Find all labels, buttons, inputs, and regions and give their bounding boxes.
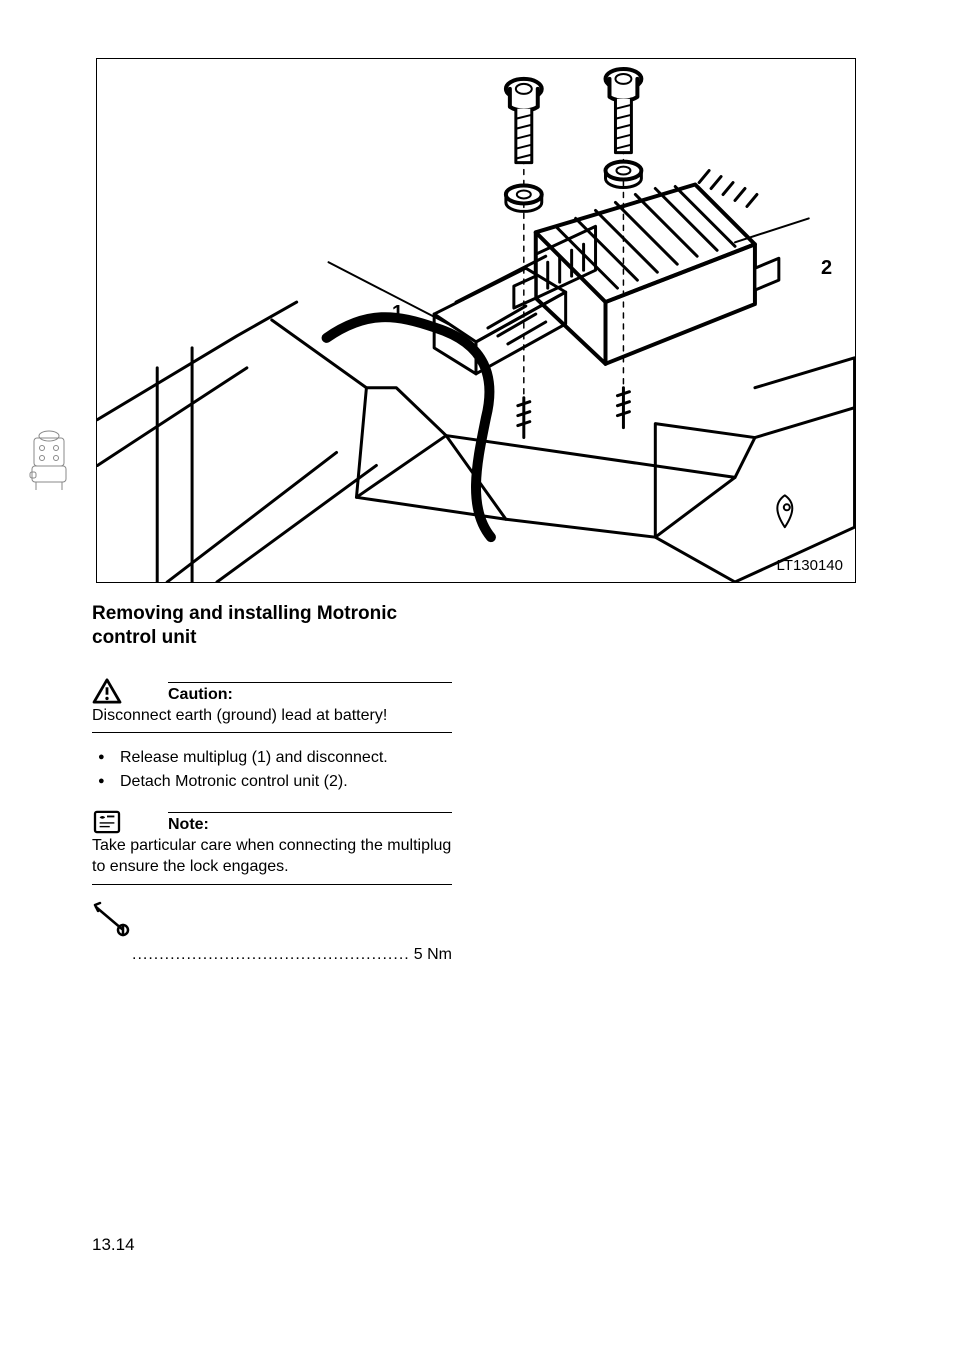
figure-callout-2: 2 [821, 257, 832, 280]
torque-dots [132, 946, 408, 964]
caution-icon [92, 678, 122, 704]
procedure-steps: Release multiplug (1) and disconnect. De… [92, 747, 452, 792]
torque-wrench-icon [92, 901, 132, 946]
note-block: Note: Take particular care when connecti… [92, 810, 452, 885]
page: 1 2 LT130140 Removing and installing Mot… [0, 0, 954, 1351]
note-text: Take particular care when connecting the… [92, 834, 452, 885]
figure-callout-1: 1 [392, 302, 403, 325]
note-label: Note: [168, 816, 209, 833]
torque-row [92, 901, 452, 946]
figure-illustration [97, 59, 855, 582]
margin-component-icon [28, 424, 72, 504]
step-item: Detach Motronic control unit (2). [92, 771, 452, 793]
figure-code: LT130140 [777, 557, 843, 574]
note-icon [92, 810, 122, 834]
torque-value: 5 Nm [408, 946, 452, 964]
step-item: Release multiplug (1) and disconnect. [92, 747, 452, 769]
caution-text: Disconnect earth (ground) lead at batter… [92, 704, 452, 734]
torque-spec: 5 Nm [92, 946, 452, 964]
caution-label: Caution: [168, 686, 233, 703]
figure: 1 2 LT130140 [96, 58, 856, 583]
caution-block: Caution: Disconnect earth (ground) lead … [92, 678, 452, 734]
section-heading: Removing and installing Motronic control… [92, 602, 452, 650]
page-number: 13.14 [92, 1235, 135, 1255]
content-column: Removing and installing Motronic control… [92, 602, 452, 964]
